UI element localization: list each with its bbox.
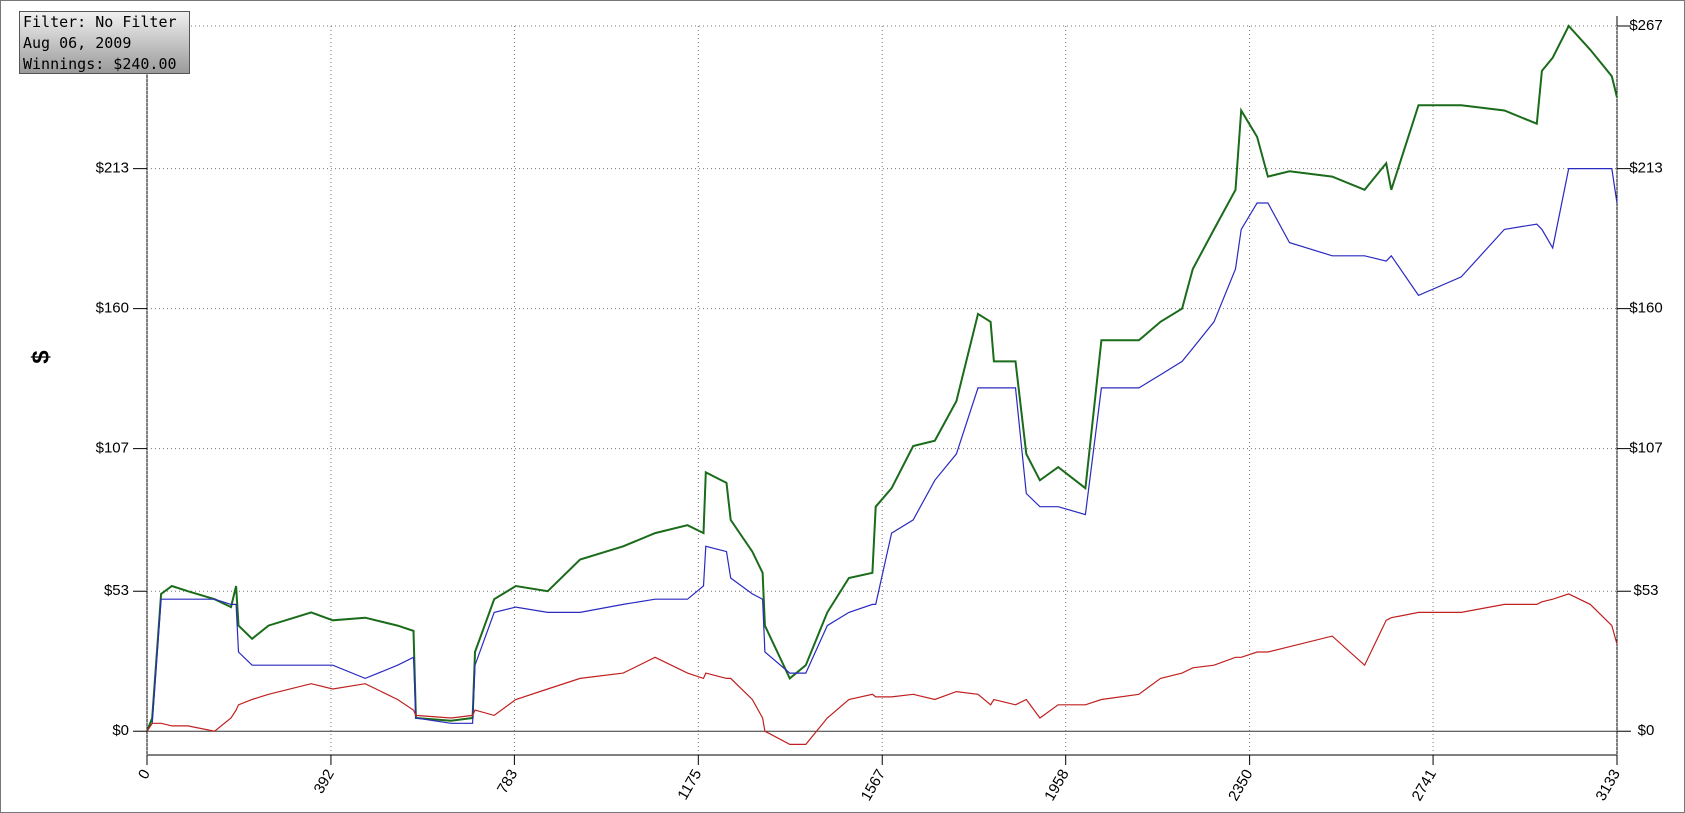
y2-tick-label: $107 <box>1629 440 1662 457</box>
y-tick-label: $53 <box>104 582 129 599</box>
y-tick-label: $160 <box>96 300 129 317</box>
series-line <box>146 24 1618 732</box>
winnings: Winnings: $240.00 <box>23 55 177 73</box>
filter: Filter: No Filter <box>23 13 177 31</box>
info-box: Filter: No Filter Aug 06, 2009 Winnings:… <box>19 11 190 74</box>
y-tick-label: $213 <box>96 160 129 177</box>
x-tick-label: 3133 <box>1592 766 1623 803</box>
series-line <box>146 168 1618 732</box>
x-tick-label: 2741 <box>1409 766 1440 803</box>
y-axis-label: $ <box>27 350 54 364</box>
y2-tick-label: $213 <box>1629 160 1662 177</box>
y-tick-label: $0 <box>112 722 129 739</box>
x-tick-label: 0 <box>135 766 154 782</box>
y2-tick-label: $53 <box>1633 582 1658 599</box>
y2-tick-label: $160 <box>1629 300 1662 317</box>
x-tick-label: 1958 <box>1041 766 1072 803</box>
series-line <box>146 593 1618 745</box>
x-tick-label: 392 <box>311 766 338 796</box>
y2-tick-label: $0 <box>1638 722 1655 739</box>
date: Aug 06, 2009 <box>23 34 132 52</box>
y2-tick-label: $267 <box>1629 17 1662 34</box>
x-tick-label: 1567 <box>858 766 889 803</box>
x-tick-label: 2350 <box>1225 766 1256 803</box>
x-tick-label: 783 <box>494 766 521 796</box>
x-tick-label: 1175 <box>674 766 705 802</box>
y-tick-label: $107 <box>96 440 129 457</box>
